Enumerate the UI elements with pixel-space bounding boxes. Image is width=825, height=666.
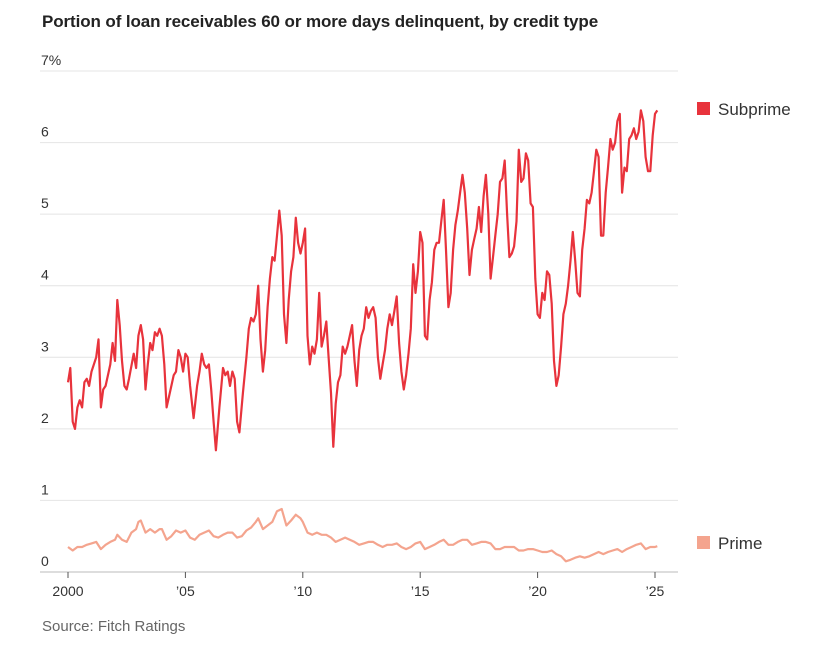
x-axis-ticks: 2000 ’05 ’10 ’15 ’20 ’25 [52, 572, 665, 599]
source-note: Source: Fitch Ratings [42, 618, 186, 635]
y-tick-label: 5 [41, 195, 49, 211]
y-tick-label: 4 [41, 267, 49, 283]
legend-swatch-prime [697, 536, 710, 549]
series-line-prime [67, 507, 658, 563]
y-tick-label: 1 [41, 481, 49, 497]
y-tick-label: 7% [41, 52, 61, 68]
legend-swatch-subprime [697, 102, 710, 115]
x-tick-label: ’15 [411, 583, 430, 599]
x-tick-label: 2000 [52, 583, 83, 599]
x-tick-label: ’05 [176, 583, 195, 599]
series-line-subprime [66, 109, 659, 452]
series-lines [66, 109, 659, 563]
y-tick-label: 3 [41, 338, 49, 354]
legend: Subprime Prime [697, 100, 791, 553]
chart-title: Portion of loan receivables 60 or more d… [42, 12, 599, 31]
x-tick-label: ’20 [528, 583, 547, 599]
gridlines [40, 70, 678, 573]
y-tick-label: 2 [41, 410, 49, 426]
legend-label-prime: Prime [718, 534, 762, 553]
y-axis-ticks: 0 1 2 3 4 5 6 7% [41, 52, 61, 569]
y-tick-label: 0 [41, 553, 49, 569]
x-tick-label: ’10 [293, 583, 312, 599]
legend-label-subprime: Subprime [718, 100, 791, 119]
y-tick-label: 6 [41, 124, 49, 140]
x-tick-label: ’25 [646, 583, 665, 599]
